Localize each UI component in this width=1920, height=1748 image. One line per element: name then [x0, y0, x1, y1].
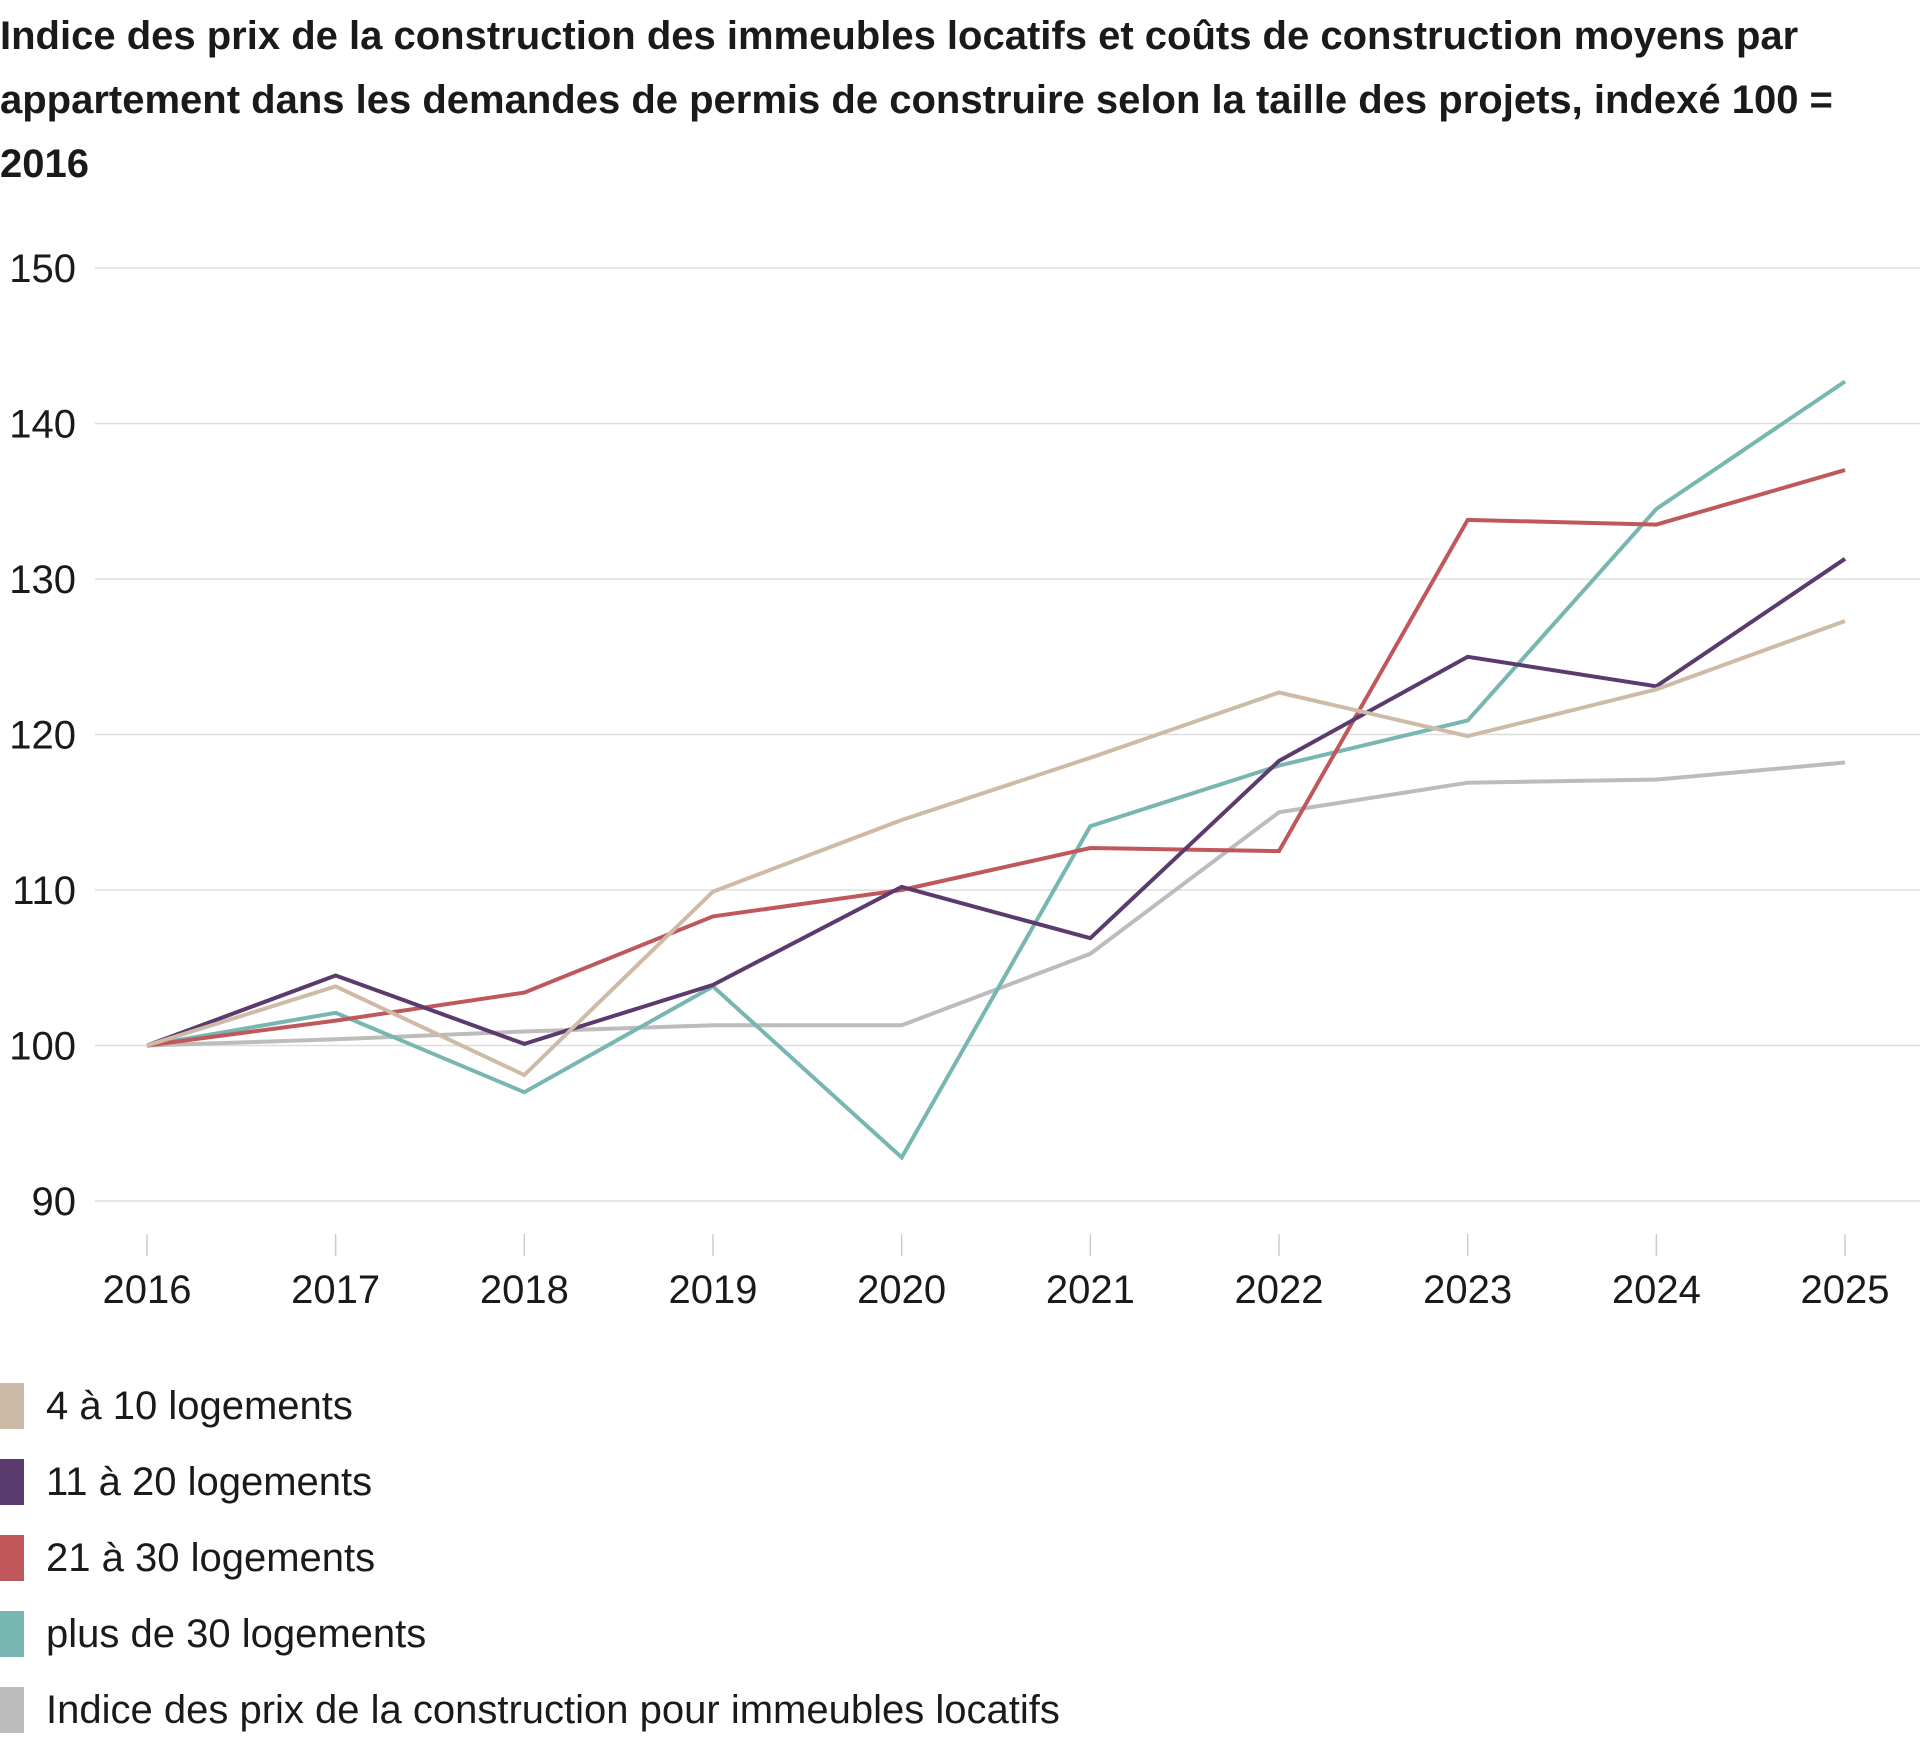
- x-axis: 2016 2017 2018 2019 2020 2021 2022 2023 2024 2025: [103, 1234, 1890, 1312]
- series-lines: [146, 379, 1847, 1161]
- legend-swatch: [0, 1687, 24, 1733]
- legend-swatch: [0, 1611, 24, 1657]
- y-tick-label: 110: [12, 869, 76, 913]
- series-line-0: [146, 619, 1846, 1078]
- x-tick-label: 2021: [1046, 1268, 1135, 1312]
- legend-label: Indice des prix de la construction pour …: [46, 1687, 1060, 1732]
- x-tick-label: 2018: [480, 1268, 569, 1312]
- legend-label: 4 à 10 logements: [46, 1383, 353, 1428]
- legend-swatch: [0, 1383, 24, 1429]
- legend-swatch: [0, 1535, 24, 1581]
- legend-label: 11 à 20 logements: [46, 1459, 373, 1504]
- y-tick-label: 150: [9, 247, 76, 291]
- y-tick-label: 140: [9, 403, 76, 447]
- y-tick-label: 90: [32, 1180, 77, 1224]
- series-line-4: [146, 760, 1846, 1048]
- legend-swatch: [0, 1459, 24, 1505]
- legend-label: 21 à 30 logements: [46, 1535, 376, 1580]
- legend-item: 11 à 20 logements: [0, 1444, 1060, 1520]
- legend-item: plus de 30 logements: [0, 1596, 1060, 1672]
- x-tick-label: 2025: [1801, 1268, 1890, 1312]
- x-tick-label: 2017: [291, 1268, 380, 1312]
- series-line-3: [146, 379, 1847, 1161]
- x-tick-label: 2024: [1612, 1268, 1701, 1312]
- y-tick-label: 130: [9, 558, 76, 602]
- line-chart: 90 100 110 120 130 140 150 2016 2017 2018 2019 202…: [9, 247, 1920, 1312]
- series-line-2: [146, 468, 1846, 1048]
- legend-item: Indice des prix de la construction pour …: [0, 1672, 1060, 1748]
- series-line-1: [146, 557, 1847, 1048]
- x-tick-label: 2020: [857, 1268, 946, 1312]
- legend-item: 21 à 30 logements: [0, 1520, 1060, 1596]
- x-tick-label: 2019: [669, 1268, 758, 1312]
- grid-lines: [95, 267, 1920, 1202]
- legend-label: plus de 30 logements: [46, 1611, 427, 1656]
- x-tick-label: 2022: [1235, 1268, 1324, 1312]
- y-axis: 90 100 110 120 130 140 150: [9, 247, 76, 1224]
- y-tick-label: 100: [9, 1025, 76, 1069]
- chart-title: Indice des prix de la construction des i…: [0, 14, 1833, 186]
- x-tick-label: 2016: [103, 1268, 192, 1312]
- legend-item: 4 à 10 logements: [0, 1368, 1060, 1444]
- y-tick-label: 120: [9, 714, 76, 758]
- legend: 4 à 10 logements 11 à 20 logements 21 à 30…: [0, 1368, 1060, 1748]
- x-tick-label: 2023: [1423, 1268, 1512, 1312]
